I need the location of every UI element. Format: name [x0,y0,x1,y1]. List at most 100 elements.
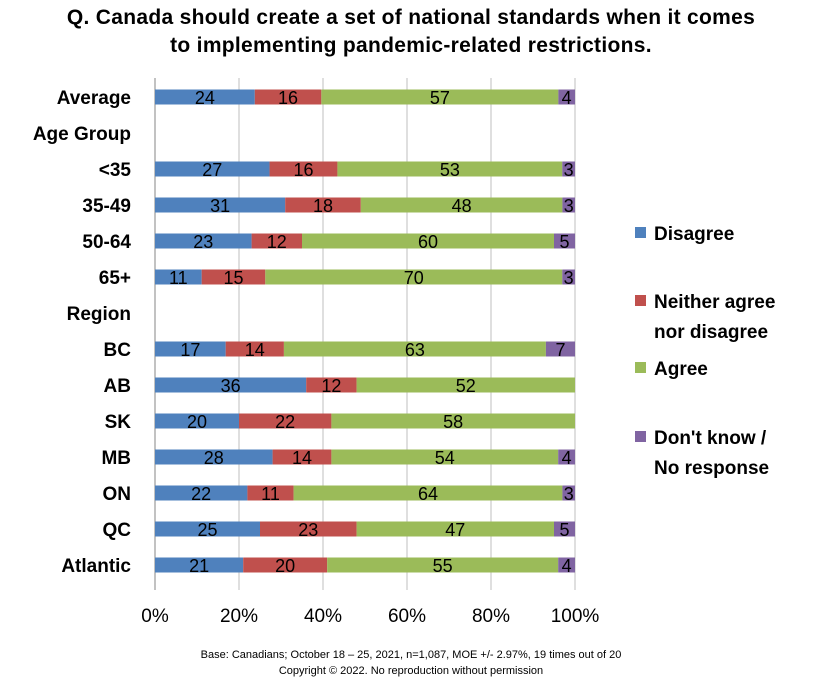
data-label-mb-disagree: 28 [204,448,224,468]
chart-title-line-2: to implementing pandemic-related restric… [170,34,652,57]
category-label-region: Region [67,304,131,325]
data-label-ab-disagree: 36 [221,376,241,396]
data-label-35-don-t-know-no-response: 3 [564,160,574,180]
chart-title: Q. Canada should create a set of nationa… [0,4,822,60]
bar-ab-disagree [155,377,307,393]
data-label-atlantic-neither-agree-nor-disagree: 20 [275,556,295,576]
data-label-bc-don-t-know-no-response: 7 [555,340,565,360]
x-tick-label-80: 80% [472,606,510,627]
data-label-35-49-don-t-know-no-response: 3 [564,196,574,216]
x-tick-label-0: 0% [141,606,169,627]
data-label-mb-neither-agree-nor-disagree: 14 [292,448,312,468]
data-label-on-neither-agree-nor-disagree: 11 [261,484,280,504]
data-label-35-49-disagree: 31 [210,196,230,216]
bar-35-neither-agree-nor-disagree [269,161,338,177]
legend-swatch-don-t-know-no-response [635,431,646,442]
data-label-on-don-t-know-no-response: 3 [564,484,574,504]
data-label-qc-neither-agree-nor-disagree: 23 [298,520,318,540]
category-label-ab: AB [104,376,131,397]
category-label-35: <35 [99,160,132,181]
data-label-mb-don-t-know-no-response: 4 [562,448,572,468]
category-label-bc: BC [104,340,132,361]
bar-qc-disagree [155,521,260,537]
bar-mb-neither-agree-nor-disagree [272,449,332,465]
data-label-50-64-agree: 60 [418,232,438,252]
x-tick-label-60: 60% [388,606,426,627]
data-label-50-64-disagree: 23 [193,232,213,252]
data-label-average-disagree: 24 [195,88,215,108]
data-label-sk-neither-agree-nor-disagree: 22 [275,412,295,432]
data-label-50-64-don-t-know-no-response: 5 [559,232,569,252]
data-label-atlantic-don-t-know-no-response: 4 [562,556,572,576]
bar-qc-don-t-know-no-response [554,521,575,537]
bar-65-agree [265,269,563,285]
bar-atlantic-disagree [155,557,244,573]
bar-mb-agree [331,449,559,465]
legend-swatch-neither-agree-nor-disagree [635,295,646,306]
data-label-bc-agree: 63 [405,340,425,360]
data-label-bc-disagree: 17 [180,340,200,360]
x-tick-label-100: 100% [551,606,600,627]
bar-sk-agree [331,413,575,429]
data-label-average-neither-agree-nor-disagree: 16 [278,88,298,108]
bar-35-49-agree [360,197,563,213]
bar-65-neither-agree-nor-disagree [201,269,266,285]
data-label-on-agree: 64 [418,484,438,504]
bar-average-neither-agree-nor-disagree [254,89,322,105]
x-tick-label-20: 20% [220,606,258,627]
bar-on-disagree [155,485,248,501]
bar-on-neither-agree-nor-disagree [247,485,294,501]
data-label-qc-don-t-know-no-response: 5 [559,520,569,540]
legend-swatch-agree [635,362,646,373]
legend-swatch-disagree [635,227,646,238]
category-label-qc: QC [103,520,132,541]
x-tick-label-40: 40% [304,606,342,627]
data-label-sk-agree: 58 [443,412,463,432]
category-label-mb: MB [101,448,131,469]
data-label-mb-agree: 54 [435,448,455,468]
data-label-65-disagree: 11 [169,268,188,288]
data-label-qc-disagree: 25 [197,520,217,540]
bar-atlantic-agree [327,557,559,573]
category-label-50-64: 50-64 [82,232,131,253]
data-label-65-agree: 70 [404,268,424,288]
category-label-65: 65+ [99,268,131,289]
data-label-average-agree: 57 [430,88,450,108]
data-label-65-neither-agree-nor-disagree: 15 [223,268,243,288]
bar-atlantic-neither-agree-nor-disagree [243,557,328,573]
data-label-atlantic-agree: 55 [433,556,453,576]
bar-35-disagree [155,161,270,177]
bar-35-49-don-t-know-no-response [562,197,575,213]
category-label-atlantic: Atlantic [61,556,131,577]
bar-bc-don-t-know-no-response [545,341,575,357]
bar-on-don-t-know-no-response [562,485,575,501]
bar-average-don-t-know-no-response [558,89,575,105]
data-label-35-agree: 53 [440,160,460,180]
bar-ab-neither-agree-nor-disagree [306,377,357,393]
footer-base: Base: Canadians; October 18 – 25, 2021, … [200,649,622,661]
bar-bc-disagree [155,341,226,357]
bar-average-agree [321,89,559,105]
data-label-on-disagree: 22 [191,484,211,504]
data-label-qc-agree: 47 [445,520,465,540]
legend-label-neither-agree-nor-disagree-0: Neither agree [654,292,775,313]
category-label-35-49: 35-49 [82,196,131,217]
data-label-65-don-t-know-no-response: 3 [564,268,574,288]
bar-35-don-t-know-no-response [562,161,575,177]
legend-label-disagree-0: Disagree [654,224,734,245]
bar-ab-agree [356,377,575,393]
data-label-bc-neither-agree-nor-disagree: 14 [245,340,265,360]
bar-50-64-neither-agree-nor-disagree [251,233,302,249]
bar-average-disagree [155,89,255,105]
data-label-50-64-neither-agree-nor-disagree: 12 [267,232,287,252]
data-label-sk-disagree: 20 [187,412,207,432]
legend-label-don-t-know-no-response-0: Don't know / [654,428,767,449]
data-label-ab-neither-agree-nor-disagree: 12 [321,376,341,396]
legend-label-neither-agree-nor-disagree-1: nor disagree [654,322,768,343]
bar-50-64-agree [302,233,554,249]
data-label-35-49-agree: 48 [452,196,472,216]
bar-65-don-t-know-no-response [562,269,575,285]
category-label-sk: SK [105,412,132,433]
data-label-35-neither-agree-nor-disagree: 16 [293,160,313,180]
